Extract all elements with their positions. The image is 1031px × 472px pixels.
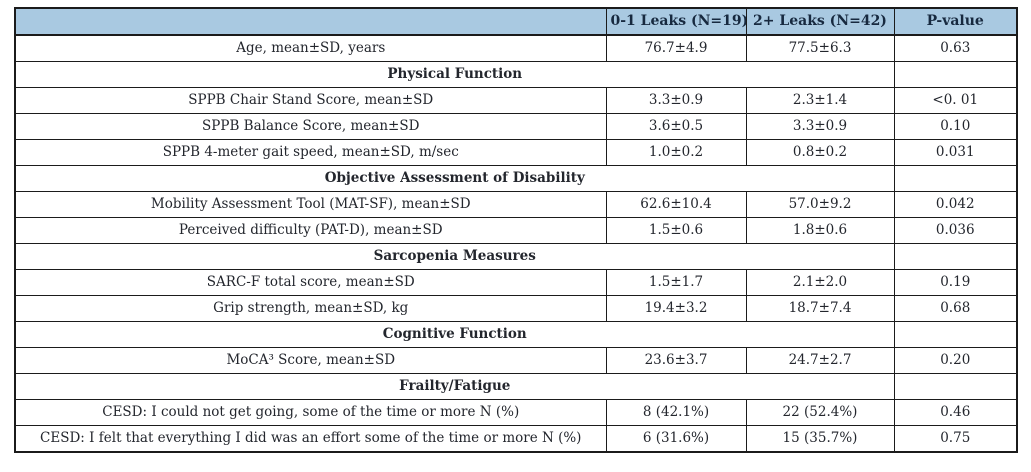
- table-row-cesd-effort: CESD: I felt that everything I did was a…: [14, 425, 1018, 453]
- p-value: 0.19: [893, 269, 1018, 296]
- p-value: 0.031: [893, 139, 1018, 166]
- group1-value: 76.7±4.9: [605, 34, 747, 62]
- header-group1: 0-1 Leaks (N=19): [605, 7, 747, 36]
- p-value-empty: [893, 61, 1018, 88]
- table-row-age: Age, mean±SD, years 76.7±4.9 77.5±6.3 0.…: [14, 34, 1018, 62]
- row-label: SARC-F total score, mean±SD: [14, 269, 607, 296]
- row-label: Grip strength, mean±SD, kg: [14, 295, 607, 322]
- group2-value: 2.3±1.4: [745, 87, 895, 114]
- group1-value: 8 (42.1%): [605, 399, 747, 426]
- p-value: 0.036: [893, 217, 1018, 244]
- group1-value: 6 (31.6%): [605, 425, 747, 453]
- header-empty-cell: [14, 7, 607, 36]
- group2-value: 2.1±2.0: [745, 269, 895, 296]
- group1-value: 19.4±3.2: [605, 295, 747, 322]
- p-value: 0.75: [893, 425, 1018, 453]
- group1-value: 62.6±10.4: [605, 191, 747, 218]
- group2-value: 77.5±6.3: [745, 34, 895, 62]
- group1-value: 1.0±0.2: [605, 139, 747, 166]
- table-row-grip-strength: Grip strength, mean±SD, kg 19.4±3.2 18.7…: [14, 295, 1018, 322]
- group2-value: 0.8±0.2: [745, 139, 895, 166]
- table-row-sppb-balance: SPPB Balance Score, mean±SD 3.6±0.5 3.3±…: [14, 113, 1018, 140]
- row-label: SPPB Balance Score, mean±SD: [14, 113, 607, 140]
- group1-value: 3.3±0.9: [605, 87, 747, 114]
- group1-value: 1.5±1.7: [605, 269, 747, 296]
- group2-value: 15 (35.7%): [745, 425, 895, 453]
- outcomes-table-container: 0-1 Leaks (N=19) 2+ Leaks (N=42) P-value…: [14, 7, 1018, 453]
- group2-value: 3.3±0.9: [745, 113, 895, 140]
- table-row-moca: MoCA³ Score, mean±SD 23.6±3.7 24.7±2.7 0…: [14, 347, 1018, 374]
- p-value-empty: [893, 243, 1018, 270]
- table-row-sppb-chair: SPPB Chair Stand Score, mean±SD 3.3±0.9 …: [14, 87, 1018, 114]
- header-group2: 2+ Leaks (N=42): [745, 7, 895, 36]
- p-value: 0.20: [893, 347, 1018, 374]
- p-value: 0.042: [893, 191, 1018, 218]
- p-value-empty: [893, 321, 1018, 348]
- row-label: CESD: I felt that everything I did was a…: [14, 425, 607, 453]
- group2-value: 24.7±2.7: [745, 347, 895, 374]
- outcomes-table: 0-1 Leaks (N=19) 2+ Leaks (N=42) P-value…: [14, 7, 1018, 453]
- row-label: Mobility Assessment Tool (MAT-SF), mean±…: [14, 191, 607, 218]
- p-value-empty: [893, 373, 1018, 400]
- group2-value: 1.8±0.6: [745, 217, 895, 244]
- section-title: Frailty/Fatigue: [14, 373, 895, 400]
- group1-value: 3.6±0.5: [605, 113, 747, 140]
- table-row-sarc-f: SARC-F total score, mean±SD 1.5±1.7 2.1±…: [14, 269, 1018, 296]
- section-row-frailty-fatigue: Frailty/Fatigue: [14, 373, 1018, 400]
- p-value: <0. 01: [893, 87, 1018, 114]
- section-row-sarcopenia: Sarcopenia Measures: [14, 243, 1018, 270]
- section-title: Cognitive Function: [14, 321, 895, 348]
- p-value: 0.63: [893, 34, 1018, 62]
- row-label: Age, mean±SD, years: [14, 34, 607, 62]
- section-title: Sarcopenia Measures: [14, 243, 895, 270]
- p-value: 0.10: [893, 113, 1018, 140]
- table-row-mat-sf: Mobility Assessment Tool (MAT-SF), mean±…: [14, 191, 1018, 218]
- row-label: CESD: I could not get going, some of the…: [14, 399, 607, 426]
- section-title: Physical Function: [14, 61, 895, 88]
- group2-value: 18.7±7.4: [745, 295, 895, 322]
- group2-value: 57.0±9.2: [745, 191, 895, 218]
- group1-value: 1.5±0.6: [605, 217, 747, 244]
- header-row: 0-1 Leaks (N=19) 2+ Leaks (N=42) P-value: [14, 7, 1018, 36]
- row-label: SPPB Chair Stand Score, mean±SD: [14, 87, 607, 114]
- section-row-cognitive-function: Cognitive Function: [14, 321, 1018, 348]
- p-value-empty: [893, 165, 1018, 192]
- group1-value: 23.6±3.7: [605, 347, 747, 374]
- section-title: Objective Assessment of Disability: [14, 165, 895, 192]
- row-label: MoCA³ Score, mean±SD: [14, 347, 607, 374]
- header-pvalue: P-value: [893, 7, 1018, 36]
- table-row-sppb-gait: SPPB 4-meter gait speed, mean±SD, m/sec …: [14, 139, 1018, 166]
- section-row-physical-function: Physical Function: [14, 61, 1018, 88]
- p-value: 0.46: [893, 399, 1018, 426]
- section-row-objective-assessment: Objective Assessment of Disability: [14, 165, 1018, 192]
- row-label: SPPB 4-meter gait speed, mean±SD, m/sec: [14, 139, 607, 166]
- table-row-pat-d: Perceived difficulty (PAT-D), mean±SD 1.…: [14, 217, 1018, 244]
- row-label: Perceived difficulty (PAT-D), mean±SD: [14, 217, 607, 244]
- p-value: 0.68: [893, 295, 1018, 322]
- group2-value: 22 (52.4%): [745, 399, 895, 426]
- table-row-cesd-get-going: CESD: I could not get going, some of the…: [14, 399, 1018, 426]
